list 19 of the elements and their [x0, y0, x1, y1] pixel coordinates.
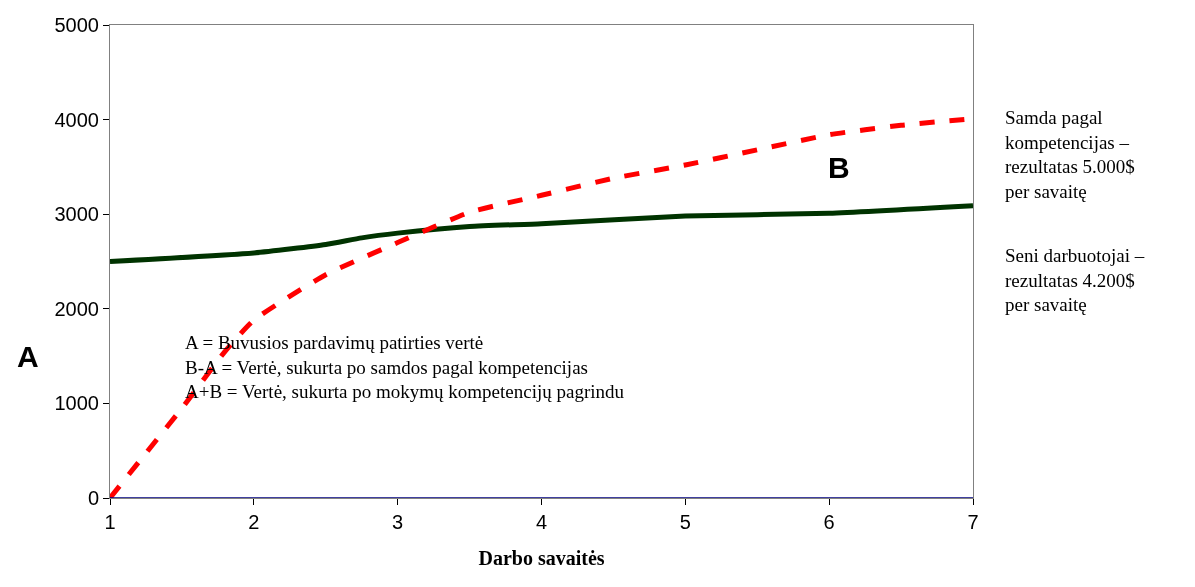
y-tick-label: 2000	[54, 297, 99, 320]
x-tick-label: 1	[104, 511, 116, 533]
y-tick-label: 0	[87, 487, 99, 509]
x-tick-label: 3	[392, 511, 404, 533]
text: Samda pagal kompetencijas – rezultatas 5.000$ per savaitę	[1005, 107, 1135, 203]
annotation: B	[828, 151, 850, 184]
x-tick-label: 5	[679, 511, 691, 533]
x-tick-label: 2	[248, 511, 260, 533]
annotation: A = Buvusios pardavimų patirties vertė B-A = Vertė, sukurta po samdos pagal kompetencijas A+B = Vertė, sukurta po mokymų kompetencijų pagrindu	[185, 332, 625, 403]
y-tick-label: 1000	[54, 392, 99, 415]
x-tick-label: 6	[823, 511, 835, 533]
y-tick-label: 4000	[54, 108, 99, 131]
y-tick-label: 5000	[54, 14, 99, 36]
y-tick-label: 3000	[54, 203, 99, 226]
x-tick-label: 4	[535, 511, 548, 533]
x-tick-label: 7	[967, 511, 979, 533]
text: A	[17, 340, 39, 373]
x-axis-title: Darbo savaitės	[478, 546, 605, 569]
text: Seni darbuotojai – rezultatas 4.200$ per savaitę	[1005, 245, 1145, 316]
